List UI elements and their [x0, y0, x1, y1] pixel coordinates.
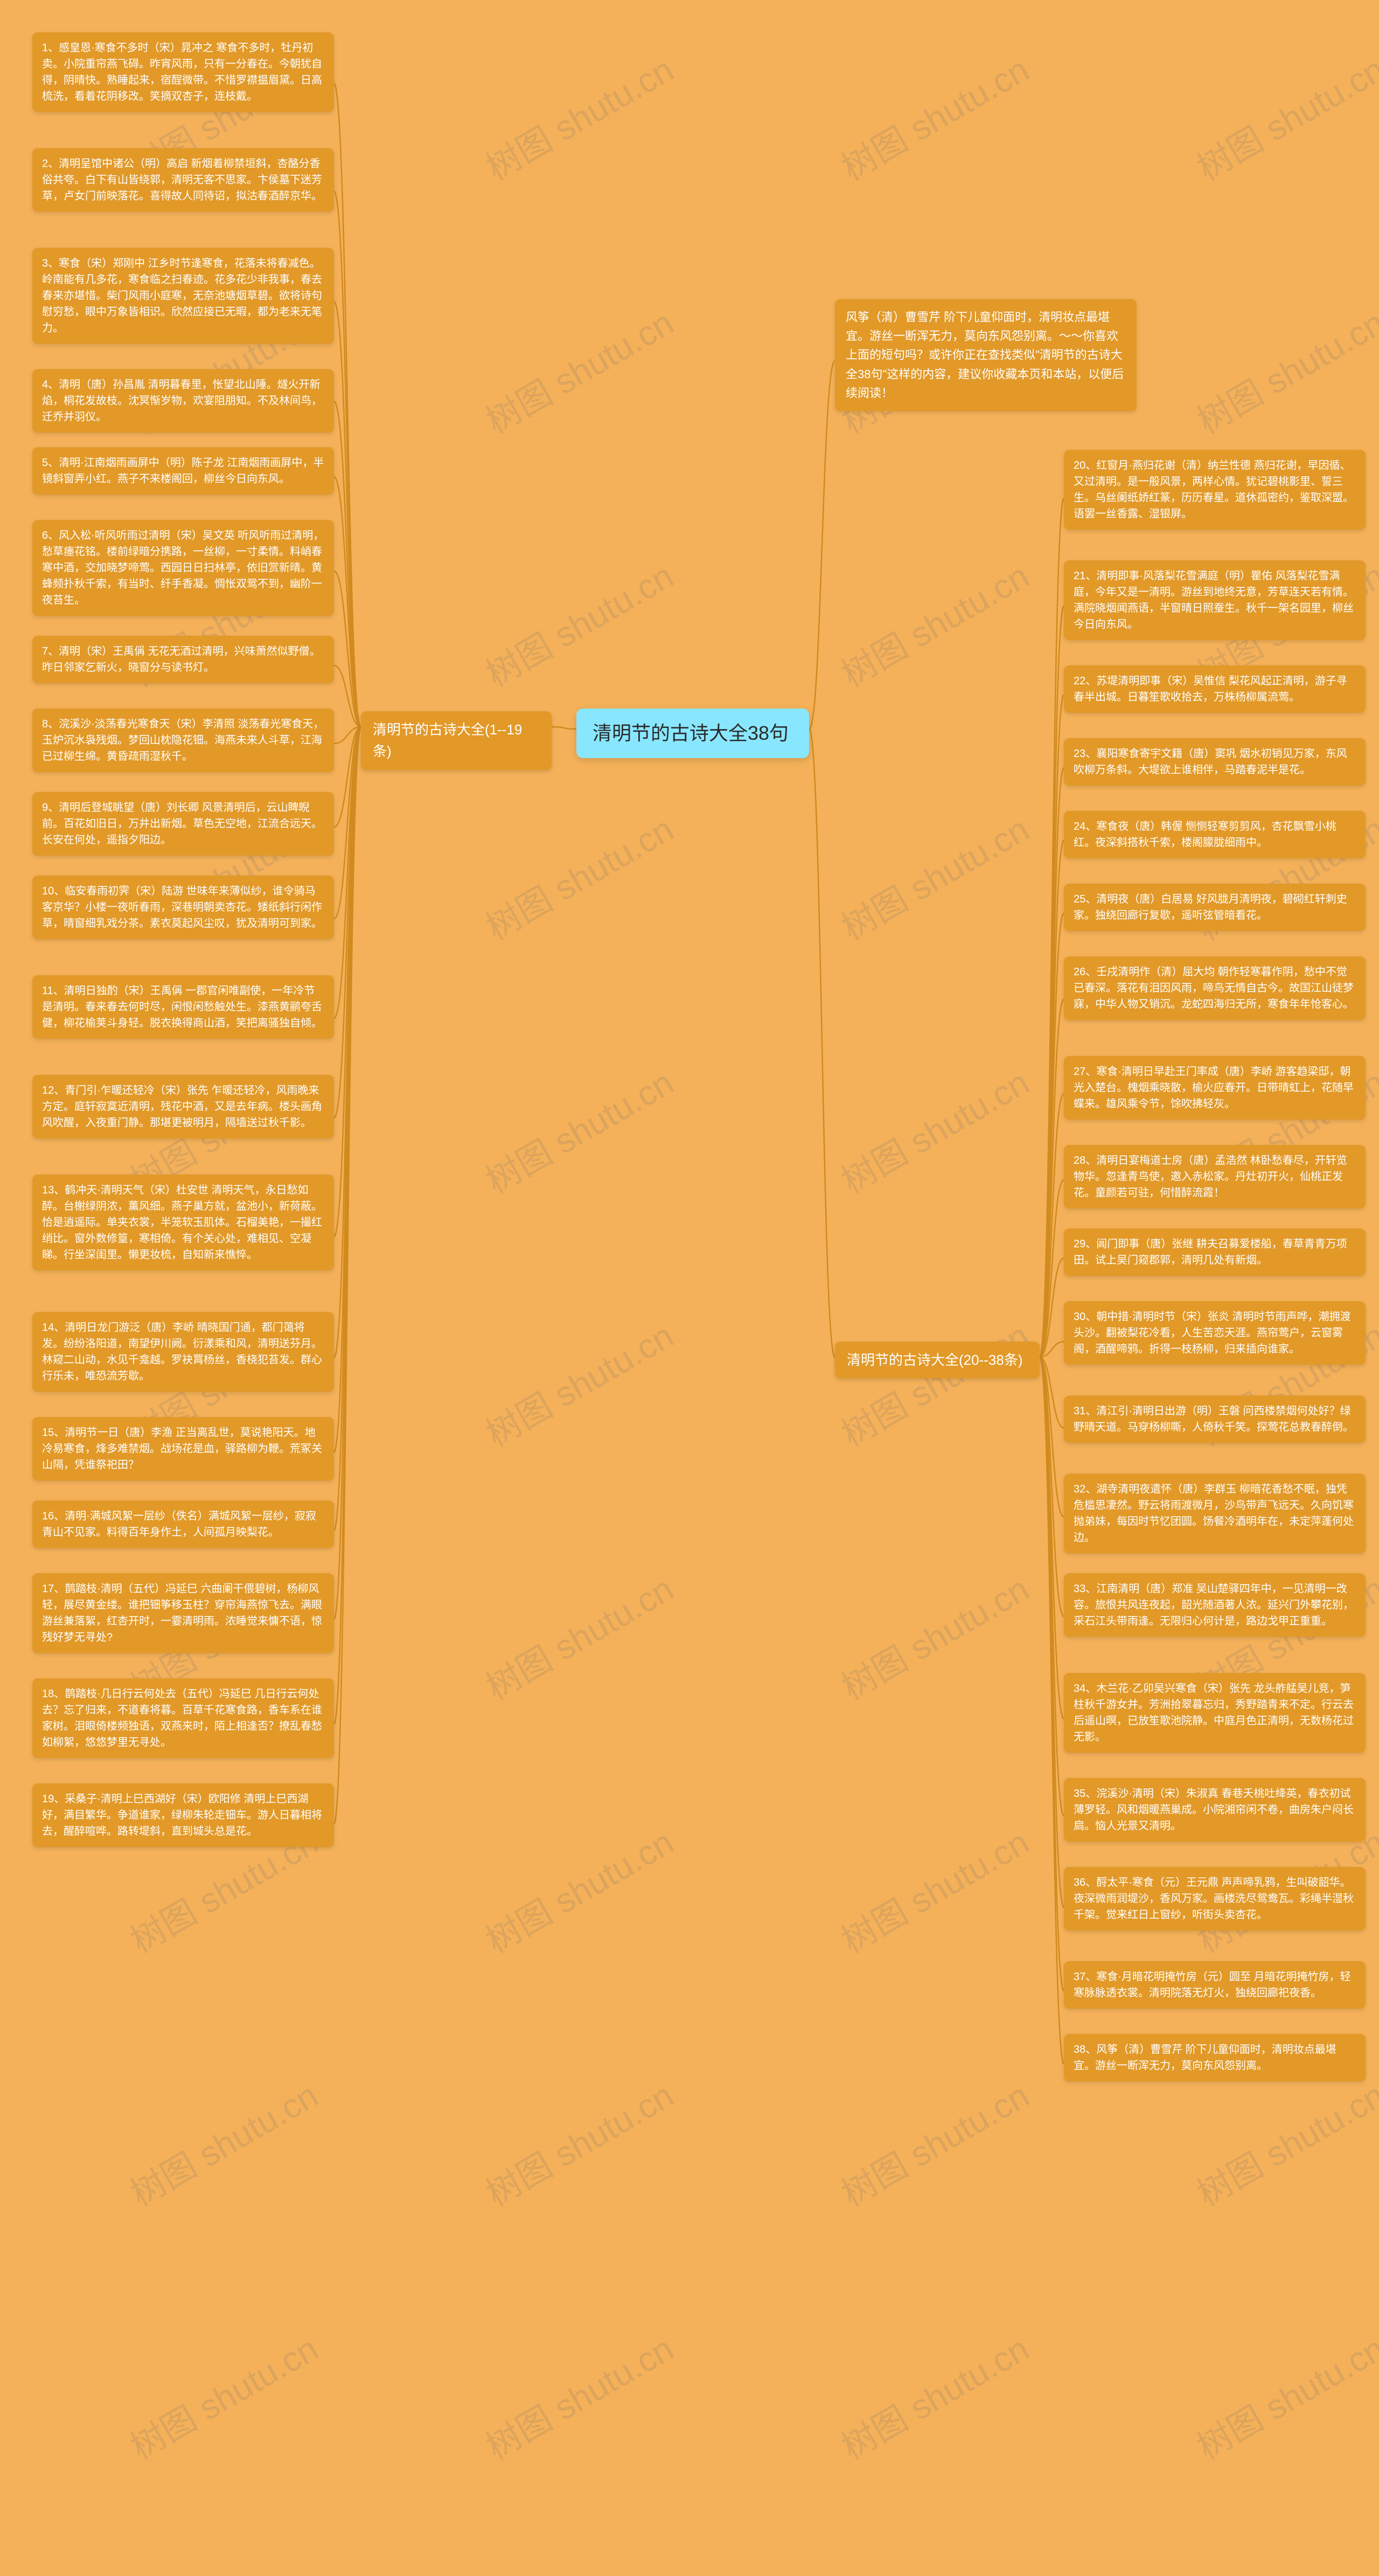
leaf-right-3: 23、襄阳寒食寄宇文籍（唐）窦巩 烟水初销见万家，东风吹柳万条斜。大堤欲上谁相伴…	[1064, 738, 1366, 786]
watermark: 树图 shutu.cn	[1187, 2068, 1379, 2216]
leaf-right-11: 31、清江引·清明日出游（明）王磐 问西楼禁烟何处好？绿野晴天道。马穿杨柳嘶，人…	[1064, 1395, 1366, 1443]
watermark: 树图 shutu.cn	[831, 1562, 1037, 1710]
leaf-right-14: 34、木兰花·乙卯吴兴寒食（宋）张先 龙头舴艋吴儿竞，笋柱秋千游女并。芳洲拾翠暮…	[1064, 1673, 1366, 1753]
branch-left: 清明节的古诗大全(1--19条)	[361, 711, 552, 770]
watermark: 树图 shutu.cn	[831, 1815, 1037, 1963]
watermark: 树图 shutu.cn	[1187, 296, 1379, 443]
leaf-left-14: 15、清明节一日（唐）李渔 正当离乱世，莫说艳阳天。地冷易寒食，烽多难禁烟。战场…	[32, 1417, 334, 1481]
watermark: 树图 shutu.cn	[1187, 43, 1379, 190]
leaf-right-8: 28、清明日宴梅道士房（唐）孟浩然 林卧愁春尽，开轩览物华。忽逢青鸟使，邀入赤松…	[1064, 1145, 1366, 1209]
leaf-left-7: 8、浣溪沙·淡荡春光寒食天（宋）李清照 淡荡春光寒食天，玉炉沉水袅残烟。梦回山枕…	[32, 709, 334, 772]
leaf-right-17: 37、寒食·月暗花明掩竹房（元）圆至 月暗花明掩竹房，轻寒脉脉透衣裳。清明院落无…	[1064, 1961, 1366, 2009]
watermark: 树图 shutu.cn	[476, 1562, 681, 1710]
watermark: 树图 shutu.cn	[476, 1056, 681, 1203]
watermark: 树图 shutu.cn	[476, 549, 681, 697]
watermark: 树图 shutu.cn	[831, 2322, 1037, 2469]
watermark: 树图 shutu.cn	[476, 296, 681, 443]
leaf-left-18: 19、采桑子·清明上巳西湖好（宋）欧阳修 清明上巳西湖好，满目繁华。争道谁家，绿…	[32, 1783, 334, 1847]
leaf-right-13: 33、江南清明（唐）郑准 吴山楚驿四年中，一见清明一改容。旅恨共风连夜起，韶光随…	[1064, 1573, 1366, 1637]
watermark: 树图 shutu.cn	[476, 2068, 681, 2216]
leaf-left-0: 1、感皇恩·寒食不多时（宋）晁冲之 寒食不多时，牡丹初卖。小院重帘燕飞碍。昨宵风…	[32, 32, 334, 112]
leaf-right-5: 25、清明夜（唐）白居易 好风胧月清明夜，碧砌红轩刺史家。独绕回廊行复歇，遥听弦…	[1064, 884, 1366, 931]
leaf-right-18: 38、风筝（清）曹雪芹 阶下儿童仰面时，清明妆点最堪宜。游丝一断浑无力，莫向东风…	[1064, 2034, 1366, 2081]
leaf-left-11: 12、青门引·乍暖还轻冷（宋）张先 乍暖还轻冷，风雨晚来方定。庭轩寂寞近清明，残…	[32, 1075, 334, 1138]
leaf-left-10: 11、清明日独酌（宋）王禹偁 一郡官闲唯副使，一年冷节是清明。春来春去何时尽，闲…	[32, 975, 334, 1039]
intro-text: 风筝（清）曹雪芹 阶下儿童仰面时，清明妆点最堪宜。游丝一断浑无力，莫向东风怨别离…	[835, 299, 1137, 411]
watermark: 树图 shutu.cn	[831, 802, 1037, 950]
leaf-left-13: 14、清明日龙门游泛（唐）李峤 晴晓国门通，都门蔼将发。纷纷洛阳道，南望伊川阙。…	[32, 1312, 334, 1392]
leaf-left-8: 9、清明后登城眺望（唐）刘长卿 风景清明后，云山睥睨前。百花如旧日，万井出新烟。…	[32, 792, 334, 856]
leaf-right-9: 29、阊门即事（唐）张继 耕夫召募爱楼船，春草青青万项田。试上吴门窥郡郭，清明几…	[1064, 1228, 1366, 1276]
watermark: 树图 shutu.cn	[476, 802, 681, 950]
leaf-left-16: 17、鹊踏枝·清明（五代）冯延巳 六曲阑干偎碧树，杨柳风轻，展尽黄金缕。谁把钿筝…	[32, 1573, 334, 1653]
leaf-right-7: 27、寒食·清明日早赴王门率成（唐）李峤 游客趋梁邸，朝光入楚台。槐烟乘晓散，榆…	[1064, 1056, 1366, 1120]
watermark: 树图 shutu.cn	[120, 2068, 326, 2216]
leaf-right-4: 24、寒食夜（唐）韩偓 恻恻轻寒剪剪风，杏花飘雪小桃红。夜深斜搭秋千索，楼阁朦胧…	[1064, 811, 1366, 858]
leaf-right-1: 21、清明即事·风落梨花雪满庭（明）瞿佑 风落梨花雪满庭，今年又是一清明。游丝到…	[1064, 560, 1366, 640]
leaf-left-12: 13、鹤冲天·清明天气（宋）杜安世 清明天气，永日愁如醉。台榭绿阴浓，薰风细。燕…	[32, 1175, 334, 1270]
watermark: 树图 shutu.cn	[476, 43, 681, 190]
leaf-left-6: 7、清明（宋）王禹偁 无花无酒过清明，兴味萧然似野僧。昨日邻家乞新火，晓窗分与读…	[32, 636, 334, 683]
watermark: 树图 shutu.cn	[476, 1309, 681, 1456]
leaf-right-10: 30、朝中措·清明时节（宋）张炎 清明时节雨声哗，潮拥渡头沙。翻被梨花冷看，人生…	[1064, 1301, 1366, 1365]
center-title: 清明节的古诗大全38句	[576, 709, 809, 758]
leaf-right-0: 20、红窗月·燕归花谢（清）纳兰性德 燕归花谢，早因循、又过清明。是一般风景，两…	[1064, 450, 1366, 530]
watermark: 树图 shutu.cn	[1187, 2322, 1379, 2469]
leaf-left-5: 6、风入松·听风听雨过清明（宋）吴文英 听风听雨过清明，愁草瘗花铭。楼前绿暗分携…	[32, 520, 334, 616]
branch-right: 清明节的古诗大全(20--38条)	[835, 1342, 1040, 1378]
leaf-left-2: 3、寒食（宋）郑刚中 江乡时节逢寒食，花落未将春减色。岭南能有几多花，寒食临之扫…	[32, 248, 334, 344]
leaf-right-16: 36、酹太平·寒食（元）王元鼎 声声啼乳鸦，生叫破韶华。夜深微雨润堤沙，香风万家…	[1064, 1867, 1366, 1931]
leaf-left-4: 5、清明·江南烟雨画屏中（明）陈子龙 江南烟雨画屏中，半镜斜窗弄小红。燕子不来楼…	[32, 447, 334, 495]
leaf-left-15: 16、清明·满城风絮一层纱（佚名）满城风絮一层纱，寂寂青山不见家。料得百年身作土…	[32, 1501, 334, 1548]
watermark: 树图 shutu.cn	[831, 1309, 1037, 1456]
leaf-right-12: 32、湖寺清明夜遣怀（唐）李群玉 柳暗花香愁不眠，独凭危槛思凄然。野云将雨渡微月…	[1064, 1474, 1366, 1553]
leaf-right-2: 22、苏堤清明即事（宋）吴惟信 梨花风起正清明，游子寻春半出城。日暮笙歌收拾去，…	[1064, 665, 1366, 713]
watermark: 树图 shutu.cn	[120, 2322, 326, 2469]
leaf-right-6: 26、壬戌清明作（清）屈大均 朝作轻寒暮作阴，愁中不觉已春深。落花有泪因风雨，啼…	[1064, 956, 1366, 1020]
watermark: 树图 shutu.cn	[831, 2068, 1037, 2216]
leaf-right-15: 35、浣溪沙·清明（宋）朱淑真 春巷夭桃吐绛英，春衣初试薄罗轻。风和烟暖燕巢成。…	[1064, 1778, 1366, 1842]
leaf-left-17: 18、鹊踏枝·几日行云何处去（五代）冯延巳 几日行云何处去？忘了归来，不道春将暮…	[32, 1678, 334, 1758]
watermark: 树图 shutu.cn	[831, 43, 1037, 190]
leaf-left-1: 2、清明呈馆中诸公（明）高启 新烟着柳禁垣斜，杏酪分香俗共夸。白下有山皆绕郭，清…	[32, 148, 334, 212]
leaf-left-3: 4、清明（唐）孙昌胤 清明暮春里，怅望北山陲。燧火开新焰，桐花发故枝。沈冥惭岁物…	[32, 369, 334, 433]
watermark: 树图 shutu.cn	[831, 1056, 1037, 1203]
watermark: 树图 shutu.cn	[476, 1815, 681, 1963]
watermark: 树图 shutu.cn	[476, 2322, 681, 2469]
watermark: 树图 shutu.cn	[831, 549, 1037, 697]
leaf-left-9: 10、临安春雨初霁（宋）陆游 世味年来薄似纱，谁令骑马客京华？小楼一夜听春雨，深…	[32, 876, 334, 939]
